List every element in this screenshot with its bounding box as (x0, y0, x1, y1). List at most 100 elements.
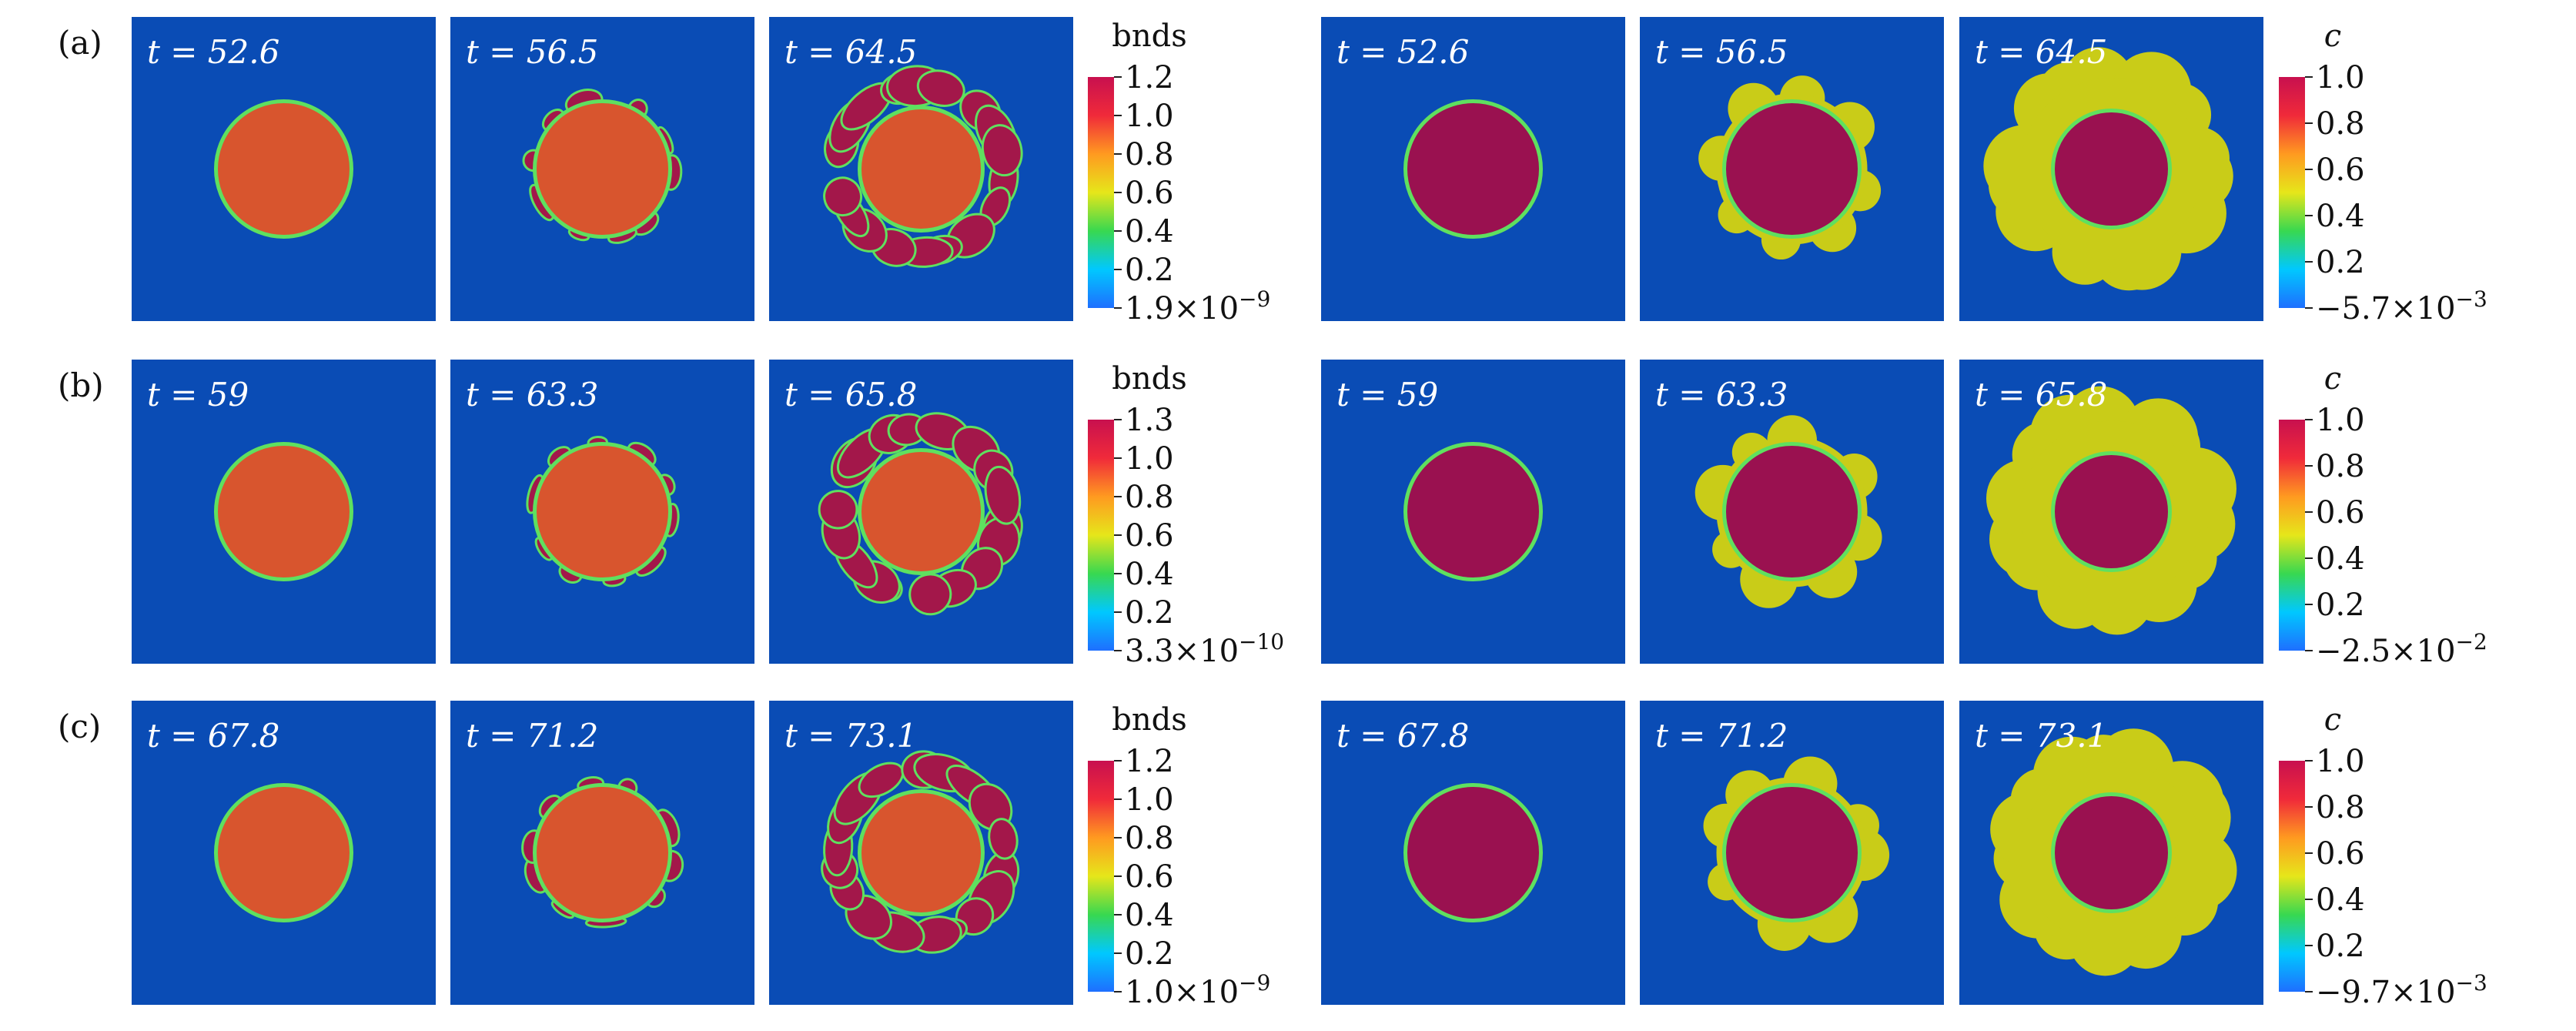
colorbar-min-label: −2.5×10−2 (2316, 629, 2487, 669)
c-colorbar: c 1.0 0.8 0.6 0.4 0.2 −9.7×10−3 (2279, 702, 2487, 1010)
bnds-colorbar: bnds 1.21.00.80.60.40.21.0×10−9 (1088, 702, 1270, 1010)
bnds-panel-2-0: t = 67.8 (132, 701, 436, 1005)
time-label: t = 63.3 (466, 376, 598, 413)
colorbar-tick-label: 0.4 (2316, 199, 2365, 234)
parent-grain (533, 442, 672, 581)
colorbar-tick-label: 0.6 (2316, 495, 2365, 531)
time-label: t = 56.5 (466, 33, 598, 71)
phase-core (1722, 442, 1862, 581)
row-label: (c) (58, 708, 101, 745)
colorbar-min-label: 3.3×10−10 (1125, 629, 1284, 669)
time-label: t = 64.5 (785, 33, 917, 71)
time-label: t = 65.8 (1975, 376, 2107, 413)
bnds-colorbar: bnds 1.31.00.80.60.40.23.3×10−10 (1088, 361, 1284, 669)
parent-grain (858, 789, 985, 916)
colorbar-tick-label: 1.0 (1125, 782, 1174, 818)
c-colorbar: c 1.0 0.8 0.6 0.4 0.2 −2.5×10−2 (2279, 361, 2487, 669)
colorbar-tick-label: 0.8 (1125, 137, 1174, 172)
phase-core (1722, 99, 1862, 239)
colorbar-tick-label: 0.2 (2316, 587, 2365, 623)
colorbar-min-label: 1.0×10−9 (1125, 970, 1270, 1010)
colorbar-min-label: −9.7×10−3 (2316, 970, 2487, 1010)
c-panel-2-1: t = 71.2 (1640, 701, 1944, 1005)
colorbar-min-mantissa: −5.7×10 (2316, 291, 2456, 326)
colorbar-min-mantissa: 1.9×10 (1125, 291, 1239, 326)
time-label: t = 63.3 (1655, 376, 1788, 413)
phase-core (1403, 783, 1543, 922)
colorbar-min-mantissa: −2.5×10 (2316, 634, 2456, 669)
colorbar-min-exponent: −3 (2456, 970, 2487, 996)
time-label: t = 64.5 (1975, 33, 2107, 71)
c-panel-1-0: t = 59 (1321, 360, 1625, 664)
row-label: (b) (58, 367, 104, 404)
phase-core (1403, 99, 1543, 239)
colorbar-tick-label: 0.4 (1125, 557, 1174, 592)
new-grain (988, 818, 1019, 860)
colorbar-min-exponent: −2 (2456, 629, 2487, 654)
colorbar-tick-label: 1.0 (2316, 744, 2365, 779)
colorbar-tick-label: 0.4 (2316, 882, 2365, 918)
colorbar-tick-label: 0.2 (1125, 253, 1174, 288)
c-panel-1-1: t = 63.3 (1640, 360, 1944, 664)
colorbar-tick-label: 1.0 (2316, 403, 2365, 438)
colorbar-min-mantissa: 3.3×10 (1125, 634, 1239, 669)
phase-core (2051, 792, 2172, 913)
colorbar-title: c (2324, 361, 2341, 397)
time-label: t = 59 (1337, 376, 1438, 413)
parent-grain (858, 105, 985, 233)
c-panel-1-2: t = 65.8 (1959, 360, 2263, 664)
bnds-panel-0-1: t = 56.5 (450, 17, 754, 321)
c-panel-0-1: t = 56.5 (1640, 17, 1944, 321)
colorbar-tick-label: 0.2 (1125, 595, 1174, 631)
colorbar-tick-label: 1.0 (1125, 441, 1174, 477)
colorbar-min-label: 1.9×10−9 (1125, 286, 1270, 326)
bnds-colorbar: bnds 1.2 1.00.8 0.60.4 0.21.9×10−9 (1088, 18, 1270, 326)
colorbar-tick-label: 0.8 (2316, 790, 2365, 825)
colorbar-gradient (2279, 761, 2305, 992)
new-grain (984, 465, 1022, 525)
c-panel-2-0: t = 67.8 (1321, 701, 1625, 1005)
colorbar-tick-label: 0.6 (1125, 176, 1174, 211)
time-label: t = 59 (147, 376, 249, 413)
colorbar-gradient (1088, 77, 1114, 308)
parent-grain (214, 783, 353, 922)
time-label: t = 56.5 (1655, 33, 1788, 71)
c-panel-2-2: t = 73.1 (1959, 701, 2263, 1005)
colorbar-tick-label: 0.2 (2316, 929, 2365, 964)
phase-core (1403, 442, 1543, 581)
time-label: t = 73.1 (785, 717, 917, 755)
phase-core (2051, 109, 2172, 229)
c-panel-0-2: t = 64.5 (1959, 17, 2263, 321)
new-grain (916, 69, 965, 107)
new-grain (823, 176, 863, 217)
colorbar-gradient (2279, 77, 2305, 308)
parent-grain (533, 99, 672, 239)
colorbar-min-label: −5.7×10−3 (2316, 286, 2487, 326)
bnds-panel-1-1: t = 63.3 (450, 360, 754, 664)
colorbar-tick-label: 0.8 (1125, 821, 1174, 856)
parent-grain (533, 783, 672, 922)
c-colorbar: c 1.0 0.8 0.6 0.4 0.2 −5.7×10−3 (2279, 18, 2487, 326)
colorbar-tick-label: 1.2 (1125, 744, 1174, 779)
time-label: t = 67.8 (1337, 717, 1469, 755)
bnds-panel-2-2: t = 73.1 (769, 701, 1073, 1005)
c-panel-0-0: t = 52.6 (1321, 17, 1625, 321)
colorbar-tick-label: 1.0 (1125, 99, 1174, 134)
time-label: t = 52.6 (147, 33, 279, 71)
bnds-panel-1-0: t = 59 (132, 360, 436, 664)
time-label: t = 67.8 (147, 717, 279, 755)
colorbar-tick-label: 0.4 (2316, 541, 2365, 577)
colorbar-tick-label: 0.4 (1125, 214, 1174, 249)
colorbar-title: bnds (1112, 18, 1187, 54)
colorbar-tick-label: 0.8 (2316, 106, 2365, 142)
colorbar-gradient (1088, 761, 1114, 992)
colorbar-tick-label: 0.8 (2316, 449, 2365, 484)
colorbar-tick-label: 0.8 (1125, 480, 1174, 515)
bnds-panel-0-0: t = 52.6 (132, 17, 436, 321)
colorbar-title: c (2324, 702, 2341, 738)
row-label: (a) (58, 24, 102, 62)
colorbar-tick-label: 0.6 (1125, 518, 1174, 554)
phase-core (1722, 783, 1862, 922)
time-label: t = 71.2 (466, 717, 598, 755)
